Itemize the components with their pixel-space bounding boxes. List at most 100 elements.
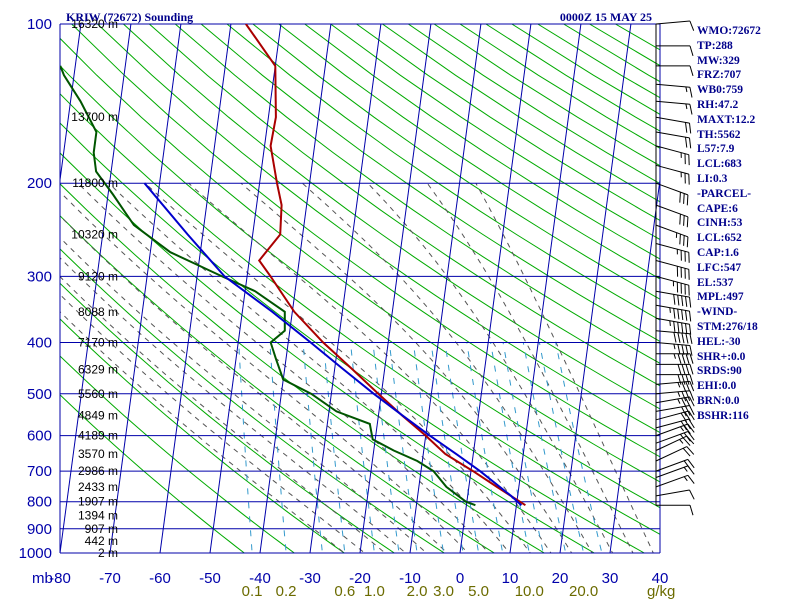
wind-barb-flag: [685, 344, 689, 356]
index-item: MAXT:12.2: [697, 113, 756, 126]
mixing-ratio-line: [350, 342, 375, 553]
sounding-traces: [60, 24, 526, 507]
isotherm-line: [259, 24, 332, 553]
height-label: 8088 m: [78, 305, 118, 319]
mixing-ratio-label: 0.6: [334, 583, 355, 600]
index-item: LI:0.3: [697, 172, 728, 185]
isotherm-line: [609, 176, 660, 553]
mixing-ratio-line: [323, 342, 346, 553]
wind-barb: [655, 330, 690, 335]
wind-barb: [655, 131, 690, 139]
height-label: 10320 m: [71, 228, 118, 242]
wind-barb: [655, 260, 689, 270]
wind-barb-half-flag: [683, 467, 688, 472]
wind-barb-flag: [677, 294, 680, 306]
wind-barb-half-flag: [685, 86, 688, 93]
wind-barb-flag: [689, 489, 695, 500]
dry-adiabat: [60, 37, 660, 483]
wind-barb-flag: [685, 405, 691, 416]
height-label: 2433 m: [78, 480, 118, 494]
mixing-ratio-line: [502, 342, 544, 553]
temperature-labels: -80 -70 -60 -50 -40 -30 -20 -10 0 10 20 30 40: [49, 570, 668, 587]
wind-barb-flag: [681, 322, 684, 334]
moist-adiabats: [60, 182, 654, 553]
wind-barb-flag: [687, 459, 695, 469]
wind-barb: [655, 418, 689, 429]
wind-barb-flag: [673, 332, 677, 343]
wind-barb-flag: [689, 374, 694, 385]
wind-barb: [655, 435, 688, 451]
isotherm-line: [359, 24, 432, 553]
height-label: 3570 m: [78, 447, 118, 461]
wind-barb-half-flag: [673, 353, 676, 359]
mixing-ratio-line: [466, 342, 504, 553]
mixing-ratio-labels: 0.1 0.2 0.6 1.0 2.0 3.0 5.0 10.0 20.0: [242, 583, 599, 600]
dry-adiabat: [278, 24, 660, 280]
dry-adiabat: [60, 355, 296, 553]
wind-barb-flag: [689, 20, 695, 31]
index-item: -PARCEL-: [697, 187, 752, 200]
dry-adiabat: [60, 122, 646, 553]
height-label: 13700 m: [71, 110, 118, 124]
wind-barb: [655, 396, 690, 404]
wind-barb-flag: [689, 396, 695, 407]
pressure-tick-label: 100: [27, 16, 52, 33]
height-label: 2 m: [98, 546, 118, 560]
wind-barb-flag: [682, 447, 691, 457]
wind-barb: [655, 243, 689, 253]
isobars: [59, 23, 661, 554]
wind-barb-flag: [680, 412, 688, 423]
wind-barb-flag: [681, 309, 684, 321]
wind-barb-flag: [681, 344, 685, 356]
wind-barb-flag: [685, 397, 691, 408]
index-item: BRN:0.0: [697, 394, 740, 407]
height-label: 442 m: [85, 534, 118, 548]
index-item: WB0:759: [697, 84, 743, 97]
dry-adiabat: [71, 24, 660, 458]
moist-adiabat: [426, 182, 634, 553]
wind-barbs: [655, 20, 695, 516]
wind-barb-half-flag: [683, 476, 688, 482]
dry-adiabat: [123, 24, 660, 410]
pressure-unit-label: mb: [32, 570, 53, 587]
wind-barb-flag: [673, 308, 676, 319]
wind-barb-half-flag: [669, 320, 671, 326]
pressure-tick-label: 800: [27, 494, 52, 511]
mixing-ratio-label: 5.0: [468, 583, 489, 600]
dry-adiabat: [304, 24, 660, 260]
wind-barb: [655, 100, 690, 105]
moist-adiabat: [60, 191, 469, 553]
wind-barb-flag: [689, 364, 694, 375]
wind-barb-flag: [688, 410, 695, 421]
index-item: TH:5562: [697, 128, 741, 141]
wind-barb-flag: [685, 374, 690, 385]
wind-barb-half-flag: [677, 398, 681, 404]
wind-barb-flag: [683, 235, 685, 246]
wind-barb-flag: [681, 332, 685, 344]
wind-barb: [655, 390, 690, 395]
index-item: L57:7.9: [697, 143, 735, 156]
index-item: LFC:547: [697, 261, 742, 274]
height-label: 6329 m: [78, 363, 118, 377]
wind-barb-flag: [683, 193, 685, 204]
wind-barb: [655, 164, 689, 175]
height-label: 907 m: [85, 522, 118, 536]
wind-barb-flag: [689, 505, 694, 516]
moist-adiabat: [475, 182, 654, 553]
pressure-tick-label: 700: [27, 463, 52, 480]
mixing-ratio-line: [555, 342, 603, 553]
wind-barb-flag: [680, 420, 688, 431]
wind-barb-flag: [681, 398, 687, 408]
index-item: SHR+:0.0: [697, 350, 746, 363]
wind-barb: [655, 446, 688, 462]
index-item: CINH:53: [697, 217, 743, 230]
mixing-ratio-unit-label: g/kg: [647, 583, 675, 600]
dewpoint-trace: [60, 65, 476, 507]
wind-barb-flag: [689, 381, 695, 392]
moist-adiabat: [108, 182, 511, 553]
dry-adiabats: [60, 24, 660, 553]
moist-adiabat: [60, 236, 428, 553]
moist-adiabat: [60, 293, 366, 553]
index-item: HEL:-30: [697, 335, 741, 348]
wind-barb: [655, 275, 689, 286]
